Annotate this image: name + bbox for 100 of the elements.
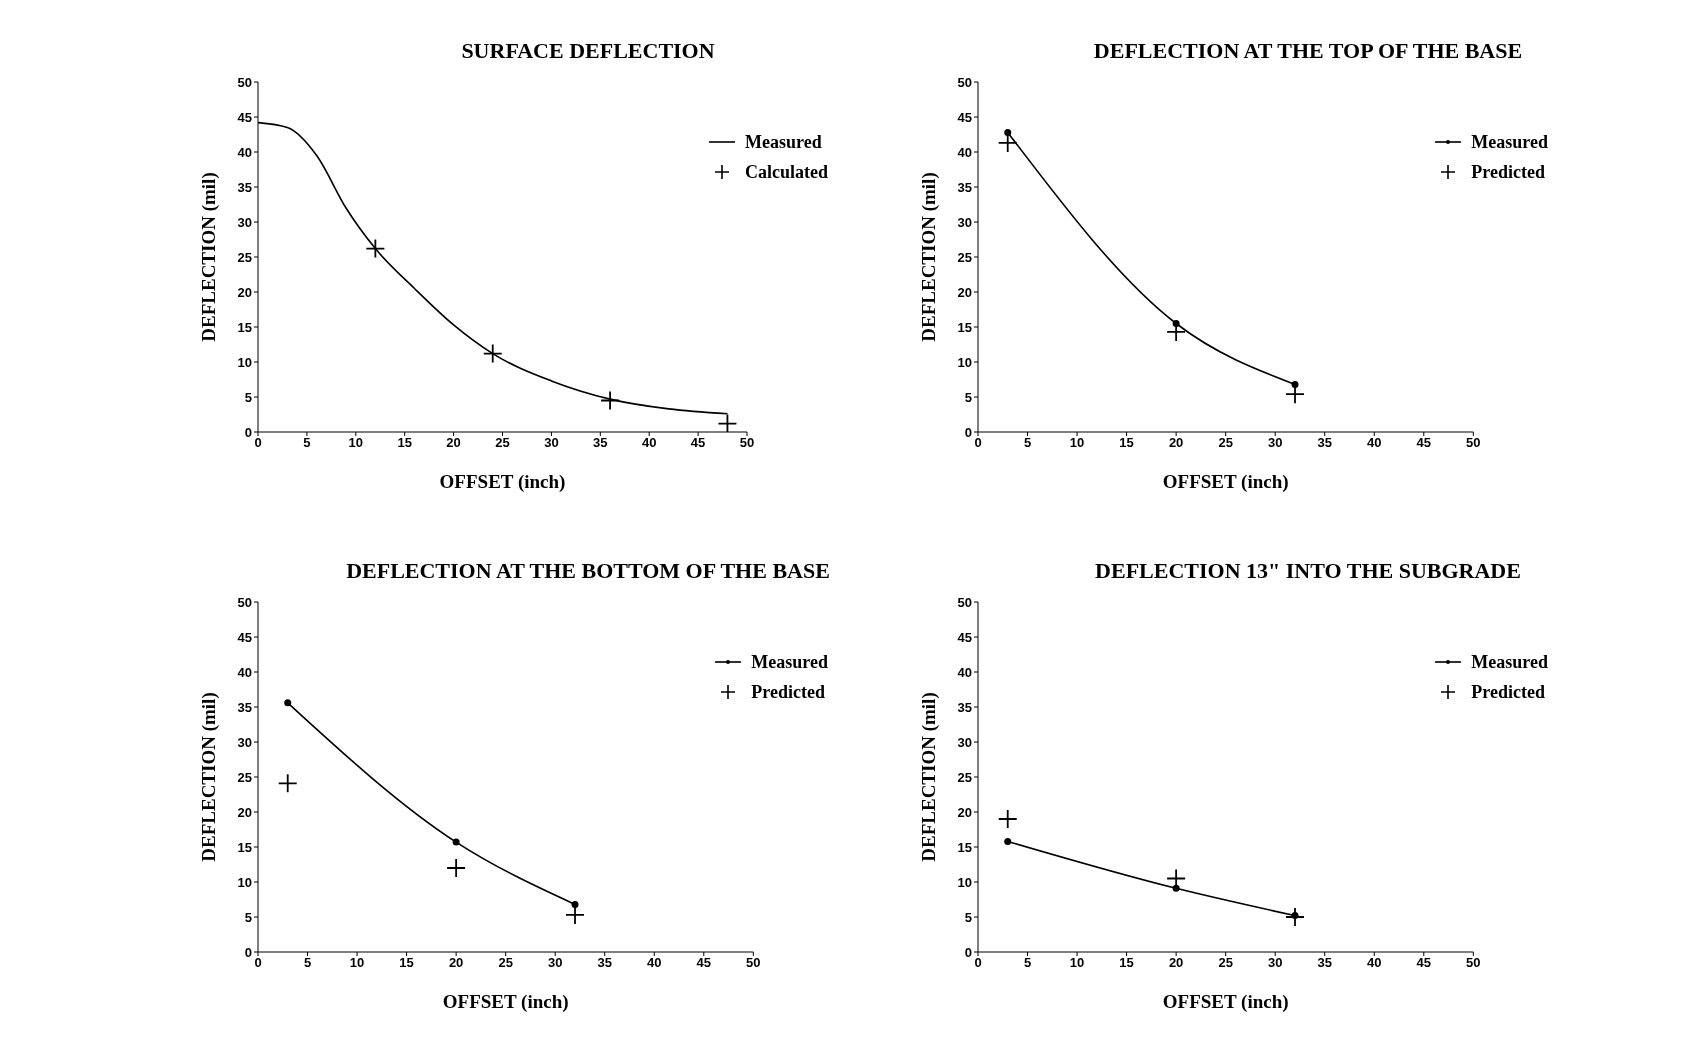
y-tick-label: 50 xyxy=(957,594,972,610)
x-tick-label: 25 xyxy=(1218,955,1233,971)
y-tick-label: 20 xyxy=(957,804,972,820)
y-tick-label: 10 xyxy=(237,354,252,370)
y-tick-label: 40 xyxy=(957,664,972,680)
x-tick-label: 20 xyxy=(1168,955,1184,971)
y-tick-label: 15 xyxy=(237,839,252,855)
x-tick-label: 10 xyxy=(1069,435,1085,451)
x-tick-label: 0 xyxy=(254,955,262,971)
chart-title: DEFLECTION AT THE TOP OF THE BASE xyxy=(1092,38,1524,65)
point xyxy=(365,238,386,259)
y-tick-label: 30 xyxy=(957,214,972,230)
point xyxy=(277,773,298,794)
y-tick-label: 45 xyxy=(957,109,972,125)
x-tick-label: 5 xyxy=(1023,435,1032,451)
x-tick-label: 50 xyxy=(1466,955,1481,971)
y-tick-label: 45 xyxy=(237,109,252,125)
x-tick-label: 50 xyxy=(739,435,755,451)
y-tick-label: 20 xyxy=(237,284,252,300)
y-tick-label: 5 xyxy=(244,909,252,925)
x-tick-label: 20 xyxy=(448,955,464,971)
point xyxy=(482,343,503,364)
y-tick-label: 10 xyxy=(957,874,972,890)
point xyxy=(997,809,1018,829)
chart-title: DEFLECTION AT THE BOTTOM OF THE BASE xyxy=(345,558,831,585)
y-tick-label: 35 xyxy=(957,179,972,195)
y-tick-label: 30 xyxy=(957,734,972,750)
x-tick-label: 5 xyxy=(303,955,312,971)
y-tick-label: 25 xyxy=(957,769,972,785)
x-tick-label: 30 xyxy=(544,435,559,451)
x-tick-label: 20 xyxy=(446,435,461,451)
y-axis-title: DEFLECTION (mil) xyxy=(197,692,220,862)
y-tick-label: 0 xyxy=(244,944,252,960)
y-tick-label: 40 xyxy=(237,664,252,680)
y-tick-label: 35 xyxy=(957,699,972,715)
point xyxy=(452,838,460,846)
y-tick-label: 25 xyxy=(237,769,252,785)
point xyxy=(571,900,579,908)
legend-label: Measured xyxy=(1471,651,1548,674)
y-tick-label: 40 xyxy=(957,144,972,160)
chart-title: SURFACE DEFLECTION xyxy=(460,38,716,65)
y-tick-label: 50 xyxy=(237,594,252,610)
x-tick-label: 5 xyxy=(1023,955,1032,971)
y-tick-label: 35 xyxy=(237,179,252,195)
x-tick-label: 25 xyxy=(1218,435,1233,451)
x-tick-label: 50 xyxy=(746,955,761,971)
point xyxy=(1172,320,1180,327)
y-tick-label: 0 xyxy=(964,944,972,960)
x-tick-label: 45 xyxy=(1416,435,1432,451)
x-tick-label: 0 xyxy=(254,435,262,451)
x-tick-label: 10 xyxy=(349,955,365,971)
y-tick-label: 50 xyxy=(957,74,972,90)
x-tick-label: 35 xyxy=(597,955,612,971)
x-axis-title: OFFSET (inch) xyxy=(442,991,569,1013)
y-tick-label: 25 xyxy=(957,249,972,265)
x-axis-title: OFFSET (inch) xyxy=(439,471,566,493)
x-tick-label: 5 xyxy=(303,435,311,451)
y-tick-label: 15 xyxy=(957,319,972,335)
point xyxy=(284,699,292,707)
legend-label: Measured xyxy=(751,651,828,674)
point xyxy=(1291,380,1299,388)
x-tick-label: 25 xyxy=(498,955,513,971)
y-tick-label: 30 xyxy=(237,214,252,230)
y-tick-label: 0 xyxy=(244,424,252,440)
x-tick-label: 25 xyxy=(495,435,510,451)
y-tick-label: 25 xyxy=(237,249,252,265)
x-tick-label: 30 xyxy=(547,955,563,971)
x-tick-label: 10 xyxy=(1069,955,1085,971)
y-tick-label: 15 xyxy=(957,839,972,855)
point xyxy=(1291,912,1299,920)
y-tick-label: 5 xyxy=(964,909,972,925)
x-tick-label: 40 xyxy=(641,435,657,451)
point xyxy=(565,905,585,925)
point xyxy=(446,858,467,878)
x-tick-label: 35 xyxy=(593,435,608,451)
legend-label: Predicted xyxy=(1471,161,1545,184)
x-tick-label: 50 xyxy=(1466,435,1481,451)
legend-label: Calculated xyxy=(745,161,828,184)
x-tick-label: 45 xyxy=(690,435,706,451)
y-axis-title: DEFLECTION (mil) xyxy=(917,172,940,342)
x-tick-label: 10 xyxy=(348,435,364,451)
x-tick-label: 15 xyxy=(399,955,414,971)
x-tick-label: 15 xyxy=(1119,955,1134,971)
x-tick-label: 35 xyxy=(1317,435,1332,451)
y-tick-label: 20 xyxy=(237,804,252,820)
y-tick-label: 45 xyxy=(237,629,252,645)
legend-label: Predicted xyxy=(1471,681,1545,704)
point xyxy=(997,133,1018,153)
x-tick-label: 35 xyxy=(1317,955,1332,971)
y-tick-label: 0 xyxy=(964,424,972,440)
point xyxy=(1004,837,1012,845)
x-tick-label: 40 xyxy=(647,955,662,971)
x-tick-label: 30 xyxy=(1267,435,1283,451)
y-tick-label: 45 xyxy=(957,629,972,645)
x-tick-label: 15 xyxy=(397,435,412,451)
point xyxy=(600,390,620,411)
x-axis-title: OFFSET (inch) xyxy=(1162,471,1289,493)
point xyxy=(1004,128,1012,136)
x-tick-label: 45 xyxy=(696,955,712,971)
y-axis-title: DEFLECTION (mil) xyxy=(197,172,220,342)
